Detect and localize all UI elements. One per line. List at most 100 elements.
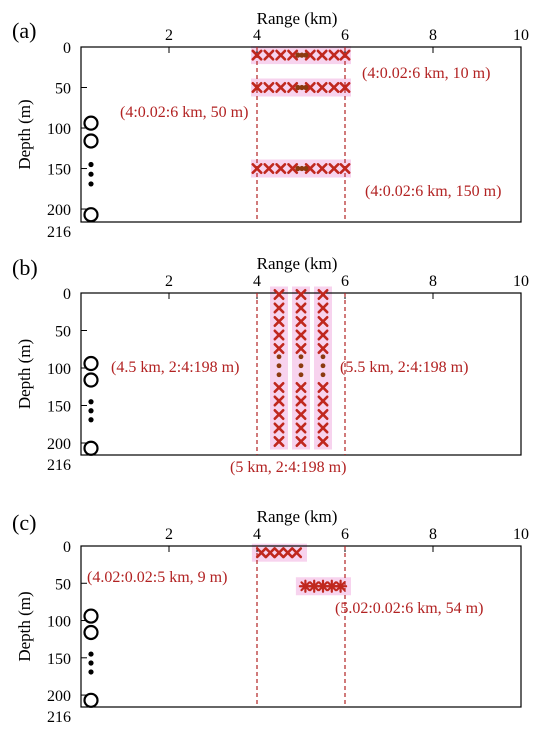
x-tick-label: 4	[253, 27, 261, 44]
source-x-marker	[273, 315, 285, 328]
source-x-marker	[273, 381, 285, 394]
x-tick-label: 4	[253, 273, 261, 290]
source-x-marker	[295, 395, 307, 407]
source-dot	[276, 372, 282, 378]
x-stroke	[317, 302, 329, 314]
x-stroke	[339, 49, 351, 61]
source-x-marker	[317, 302, 329, 314]
panel-label: (c)	[12, 510, 36, 535]
source-x-marker	[273, 302, 285, 314]
source-x-marker	[339, 82, 351, 94]
y-bottom-label: 216	[47, 709, 71, 726]
source-x-marker	[317, 435, 329, 448]
y-tick-label: 0	[63, 40, 71, 57]
x-stroke	[316, 163, 328, 175]
x-stroke	[339, 82, 351, 94]
panel-label: (a)	[12, 18, 36, 43]
source-x-marker	[275, 163, 287, 175]
x-stroke	[273, 302, 285, 314]
source-x-marker	[295, 381, 307, 394]
source-x-marker	[304, 82, 316, 94]
x-stroke	[273, 547, 285, 559]
x-stroke	[287, 82, 299, 94]
x-tick-label: 2	[165, 526, 173, 543]
star-stroke	[318, 581, 328, 592]
y-tick-label: 200	[47, 688, 71, 705]
x-stroke	[295, 381, 307, 394]
source-dot	[299, 84, 305, 91]
x-stroke	[328, 49, 340, 61]
x-stroke	[263, 163, 275, 175]
star-stroke	[335, 581, 346, 592]
x-stroke	[282, 547, 294, 559]
source-dot	[320, 363, 326, 369]
source-x-marker	[273, 329, 285, 341]
x-stroke	[295, 288, 307, 301]
x-stroke	[295, 329, 307, 341]
x-stroke	[295, 422, 307, 434]
source-x-marker	[317, 315, 329, 328]
x-stroke	[317, 288, 329, 301]
x-stroke	[295, 342, 307, 355]
source-x-marker	[316, 82, 328, 94]
x-stroke	[317, 329, 329, 341]
source-x-marker	[304, 49, 316, 61]
x-stroke	[295, 315, 307, 328]
x-stroke	[317, 408, 329, 421]
x-stroke	[273, 329, 285, 341]
source-x-marker	[295, 408, 307, 421]
x-stroke	[304, 163, 316, 175]
annotation-label: (4.5 km, 2:4:198 m)	[111, 359, 239, 376]
x-stroke	[295, 408, 307, 421]
source-dot	[295, 84, 301, 91]
x-tick-label: 6	[341, 273, 349, 290]
x-stroke	[251, 163, 263, 175]
y-axis-title: Depth (m)	[15, 591, 34, 661]
x-tick-label: 6	[341, 27, 349, 44]
source-x-marker	[287, 49, 299, 61]
source-x-marker	[291, 547, 303, 559]
receiver-dot	[88, 408, 94, 414]
source-x-marker	[264, 547, 276, 559]
x-stroke	[263, 82, 275, 94]
source-x-marker	[282, 547, 294, 559]
y-tick-label: 100	[47, 121, 71, 138]
y-tick-label: 150	[47, 651, 71, 668]
source-x-marker	[316, 163, 328, 175]
source-x-marker	[273, 342, 285, 355]
x-stroke	[317, 395, 329, 407]
x-stroke	[317, 381, 329, 394]
source-x-marker	[251, 49, 263, 61]
source-dot	[320, 354, 326, 360]
x-axis-title: Range (km)	[257, 507, 338, 526]
source-x-marker	[328, 49, 340, 61]
annotation-label: (4:0.02:6 km, 50 m)	[120, 104, 248, 121]
source-dot	[298, 363, 304, 369]
y-bottom-label: 216	[47, 457, 71, 474]
x-stroke	[316, 49, 328, 61]
x-stroke	[273, 288, 285, 301]
receiver-circle	[83, 355, 99, 372]
x-stroke	[317, 315, 329, 328]
source-x-marker	[275, 49, 287, 61]
source-x-marker	[287, 82, 299, 94]
source-x-marker	[273, 435, 285, 448]
source-x-marker	[275, 82, 287, 94]
x-stroke	[328, 82, 340, 94]
x-tick-label: 2	[165, 273, 173, 290]
y-tick-label: 0	[63, 286, 71, 303]
receiver-dot	[88, 669, 94, 675]
x-stroke	[295, 395, 307, 407]
source-x-marker	[317, 422, 329, 434]
receiver-dot	[88, 399, 94, 405]
x-stroke	[317, 435, 329, 448]
receiver-circle	[83, 692, 99, 708]
source-x-marker	[263, 82, 275, 94]
x-stroke	[317, 342, 329, 355]
receiver-dot	[88, 161, 94, 168]
source-dot	[320, 372, 326, 378]
source-x-marker	[304, 163, 316, 175]
source-x-marker	[263, 163, 275, 175]
x-stroke	[273, 315, 285, 328]
receiver-circle	[83, 133, 99, 149]
